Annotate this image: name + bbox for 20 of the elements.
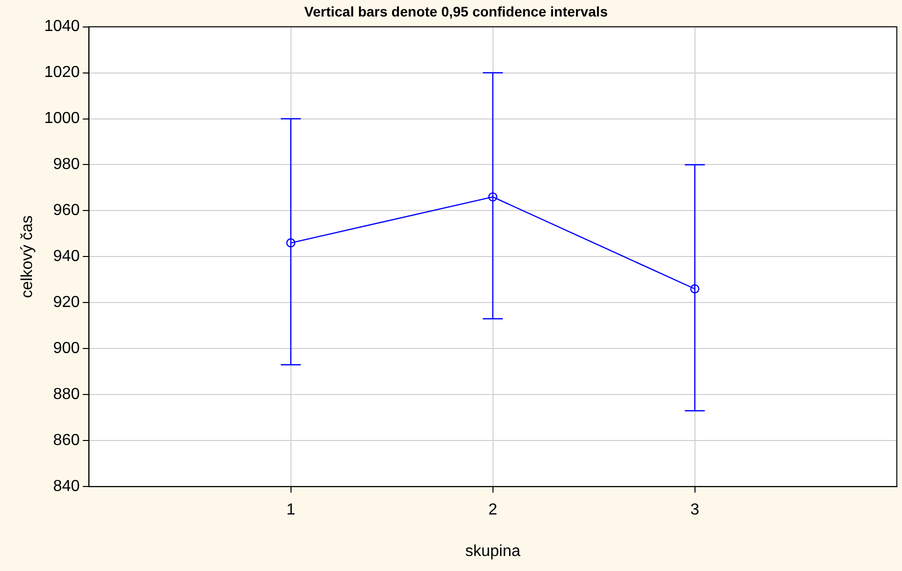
x-tick-label: 2 (488, 502, 498, 519)
y-tick-label: 900 (53, 340, 80, 358)
y-tick-label: 1020 (44, 64, 80, 82)
y-tick-label: 1000 (44, 110, 80, 128)
y-tick-label: 940 (53, 248, 80, 266)
y-tick-label: 880 (53, 386, 80, 404)
x-axis-title: skupina (465, 542, 520, 560)
y-tick-label: 1040 (44, 18, 80, 36)
y-axis-title: celkový čas (19, 215, 36, 298)
x-tick-label: 3 (690, 502, 700, 519)
chart-title: Vertical bars denote 0,95 confidence intervals (304, 3, 608, 20)
y-tick-label: 960 (53, 202, 80, 220)
y-tick-label: 860 (53, 432, 80, 450)
y-tick-label: 840 (53, 478, 80, 496)
y-tick-label: 920 (53, 294, 80, 312)
y-tick-label: 980 (53, 156, 80, 174)
point (488, 192, 498, 202)
x-tick-label: 1 (286, 502, 296, 519)
point (690, 284, 700, 294)
point (286, 238, 296, 248)
